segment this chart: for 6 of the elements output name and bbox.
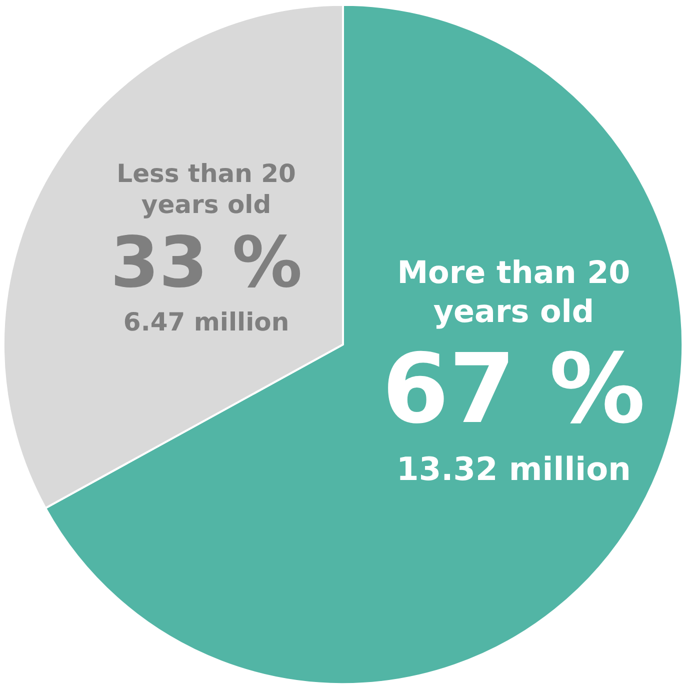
- slice-label: Less than 20 years old: [116, 158, 296, 220]
- data-label: 67 %: [382, 332, 646, 445]
- text: 6.47 million: [123, 307, 290, 336]
- slice-label: More than 20 years old: [397, 255, 630, 330]
- text: 13.32 million: [396, 450, 631, 488]
- data-label: 33 %: [110, 221, 302, 304]
